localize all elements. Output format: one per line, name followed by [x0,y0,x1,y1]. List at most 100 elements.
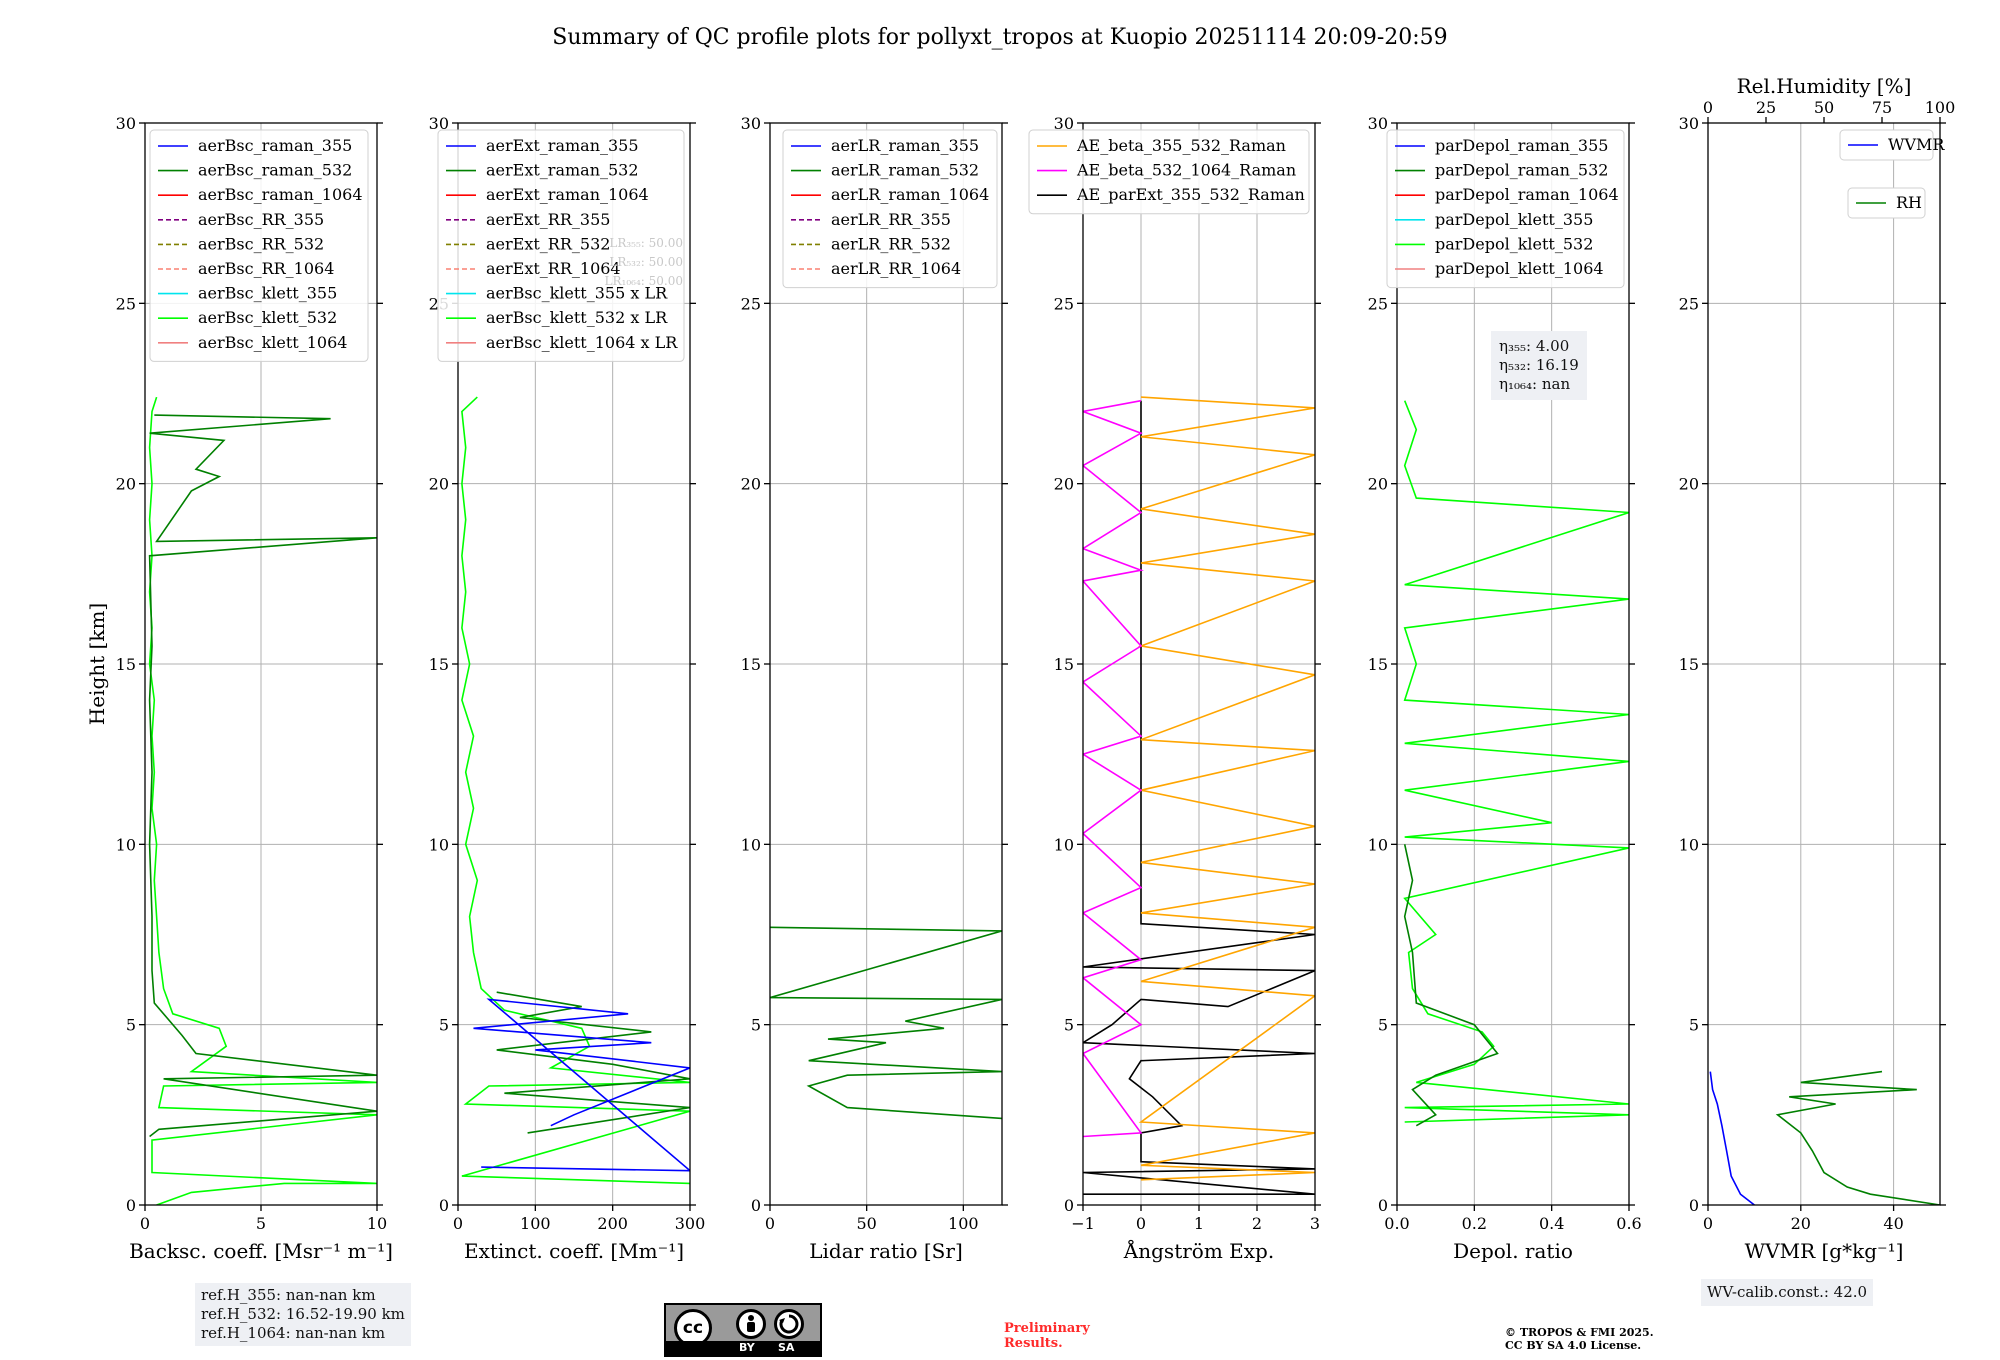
y-tick-label: 15 [1679,655,1699,674]
legend-label: aerBsc_klett_532 x LR [486,308,668,327]
panel-bsc: 0 5 10 15 20 25 30 0 5 10 Backsc. coeff. [Msr⁻¹ m⁻… [85,114,393,1263]
legend-label: aerLR_raman_355 [831,136,979,155]
y-tick-label: 5 [1064,1016,1074,1035]
series-aerBsc_klett_532 x LR [461,396,690,1185]
y-tick-label: 15 [1054,655,1074,674]
x2-tick-label: 25 [1756,98,1776,117]
preliminary-line-1: Preliminary [1004,1321,1090,1336]
legend-box [1847,187,1926,219]
y-tick-label: 0 [1378,1196,1388,1215]
x-tick-label: 300 [675,1214,706,1233]
y-tick-label: 10 [741,835,761,854]
panel-depol: 0 5 10 15 20 25 30 0.0 0.2 0.4 0.6 Depol. ratio parD… [1368,114,1642,1263]
y-tick-label: 20 [1679,475,1699,494]
preliminary-line-2: Results. [1004,1336,1063,1351]
legend-label: aerLR_RR_532 [831,234,951,253]
y-tick-label: 15 [116,655,136,674]
y-tick-label: 5 [1378,1016,1388,1035]
eta-532: η₅₃₂: 16.19 [1499,356,1579,374]
lidar-ratio-note: LR₁₀₆₄: 50.00 [605,274,683,288]
legend-label: parDepol_raman_1064 [1435,185,1619,204]
x-axis-label: Extinct. coeff. [Mm⁻¹] [464,1239,684,1263]
share-alike-icon [774,1309,804,1339]
legend-label: parDepol_klett_532 [1435,234,1593,253]
y-tick-label: 20 [1368,475,1388,494]
series-AE_parExt_355_532_Raman [1083,400,1315,1195]
y-tick-label: 5 [751,1016,761,1035]
eta-box: η₃₅₅: 4.00 η₅₃₂: 16.19 η₁₀₆₄: nan [1491,331,1587,400]
y-tick-label: 20 [116,475,136,494]
x2-tick-label: 100 [1925,98,1956,117]
y-tick-label: 20 [741,475,761,494]
copyright-line-2: CC BY SA 4.0 License. [1505,1339,1642,1352]
ref-height-1064: ref.H_1064: nan-nan km [201,1324,386,1342]
attribution-icon [736,1309,766,1339]
x-tick-label: 200 [597,1214,628,1233]
y-tick-label: 0 [1689,1196,1699,1215]
sa-label: SA [778,1341,795,1354]
legend-label: AE_beta_355_532_Raman [1076,136,1286,155]
panel-ext: 0510152025300100200300Extinct. coeff. [M… [429,114,706,1263]
logo-bar [666,1341,820,1355]
panel-lr: 0 5 10 15 20 25 30 0 50 100 Lidar ratio [Sr] aerLR_… [741,114,1008,1263]
series-aerLR_raman_532 [770,926,1002,1120]
y-tick-label: 15 [429,655,449,674]
x-tick-label: 0.6 [1616,1214,1641,1233]
y-axis-label: Height [km] [85,603,109,725]
x-axis-label: Backsc. coeff. [Msr⁻¹ m⁻¹] [129,1239,393,1263]
legend-label: aerBsc_klett_355 x LR [486,284,668,303]
legend-label: aerExt_RR_355 [486,210,610,229]
legend-label: aerBsc_RR_355 [198,210,324,229]
legend-label: parDepol_klett_355 [1435,210,1593,229]
x-tick-label: 0 [140,1214,150,1233]
legend-label: aerExt_RR_1064 [486,259,621,278]
x-tick-label: 100 [948,1214,979,1233]
y-tick-label: 0 [1064,1196,1074,1215]
legend-label: parDepol_raman_355 [1435,136,1608,155]
legend-label: aerBsc_raman_1064 [198,185,363,204]
x2-tick-label: 0 [1703,98,1713,117]
copyright-note: © TROPOS & FMI 2025. CC BY SA 4.0 Licens… [1505,1326,1654,1352]
y-tick-label: 15 [1368,655,1388,674]
x-axis-label: WVMR [g*kg⁻¹] [1745,1239,1904,1263]
y-tick-label: 30 [1368,114,1388,133]
copyright-line-1: © TROPOS & FMI 2025. [1505,1326,1654,1339]
y-tick-label: 30 [1054,114,1074,133]
y-tick-label: 10 [429,835,449,854]
legend-box [1028,129,1310,215]
legend-label: RH [1896,193,1922,212]
x-tick-label: 10 [367,1214,387,1233]
y-tick-label: 25 [1679,294,1699,313]
x2-tick-label: 75 [1872,98,1892,117]
y-tick-label: 30 [429,114,449,133]
y-tick-label: 5 [126,1016,136,1035]
y-tick-label: 25 [1368,294,1388,313]
legend-label: aerLR_RR_1064 [831,259,961,278]
legend-label: aerLR_RR_355 [831,210,951,229]
y-tick-label: 15 [741,655,761,674]
y-tick-label: 25 [116,294,136,313]
legend-label: aerBsc_raman_355 [198,136,352,155]
series-parDepol_raman_532 [1403,844,1499,1127]
x-tick-label: 0.4 [1539,1214,1564,1233]
x-tick-label: 3 [1310,1214,1320,1233]
y-tick-label: 0 [751,1196,761,1215]
y-tick-label: 20 [1054,475,1074,494]
ref-height-532: ref.H_532: 16.52-19.90 km [201,1305,405,1323]
legend-label: aerBsc_klett_355 [198,284,337,303]
x-tick-label: 0.2 [1462,1214,1487,1233]
series-AE_beta_532_1064_Raman [1083,399,1144,1138]
legend-label: aerExt_raman_532 [486,161,639,180]
preliminary-note: Preliminary Results. [1004,1321,1090,1351]
legend-label: aerLR_raman_532 [831,161,979,180]
x-tick-label: 1 [1194,1214,1204,1233]
series-AE_beta_355_532_Raman [1137,396,1315,1181]
legend-label: aerBsc_RR_532 [198,234,324,253]
x-tick-label: 40 [1883,1214,1903,1233]
y-tick-label: 5 [439,1016,449,1035]
cc-by-sa-logo: cc BY SA [664,1303,822,1357]
legend-label: aerBsc_raman_532 [198,161,352,180]
series-WVMR [1709,1071,1755,1205]
